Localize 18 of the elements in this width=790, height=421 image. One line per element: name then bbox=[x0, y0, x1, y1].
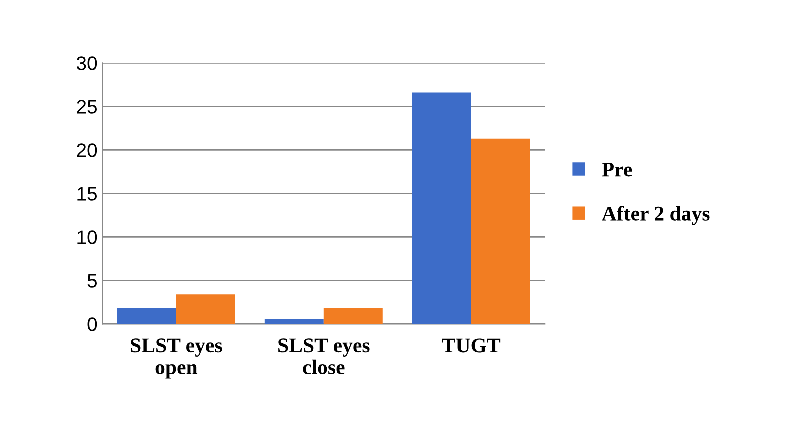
bar bbox=[412, 92, 472, 324]
bar bbox=[324, 308, 383, 324]
bar bbox=[117, 308, 176, 324]
legend-label: Pre bbox=[602, 162, 632, 177]
y-tick-label: 10 bbox=[78, 230, 98, 244]
y-tick-label: 30 bbox=[76, 56, 98, 70]
bar bbox=[471, 138, 530, 324]
y-tick-label: 25 bbox=[77, 100, 98, 114]
bar bbox=[176, 294, 236, 324]
y-tick-label: 5 bbox=[88, 274, 98, 288]
y-tick-label: 15 bbox=[78, 187, 98, 201]
legend-label: After 2 days bbox=[602, 206, 710, 226]
x-tick-label: SLST eyes close bbox=[278, 338, 370, 375]
y-tick-label: 20 bbox=[77, 144, 98, 158]
bar bbox=[264, 318, 324, 324]
y-tick-label: 0 bbox=[88, 318, 98, 332]
x-tick-label: TUGT bbox=[442, 338, 501, 353]
x-tick-label: SLST eyes open bbox=[131, 338, 222, 379]
